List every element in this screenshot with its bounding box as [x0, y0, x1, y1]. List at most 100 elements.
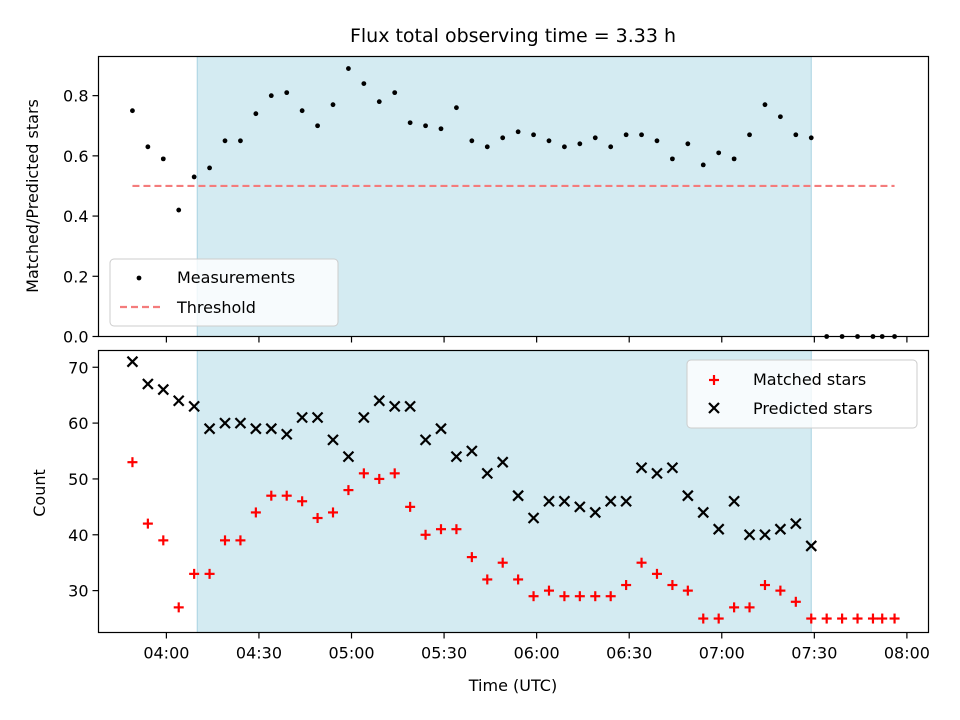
predicted-stars-point: [358, 411, 370, 424]
measurement-point: [222, 138, 228, 144]
predicted-stars-point: [774, 523, 787, 535]
measurement-point: [160, 156, 166, 162]
matched-stars-point: [713, 613, 724, 624]
bottom-x-tick-label: 06:00: [514, 644, 560, 663]
measurement-point: [608, 144, 614, 150]
matched-stars-point: [621, 580, 632, 591]
measurement-point: [484, 144, 490, 150]
predicted-stars-point: [574, 501, 586, 513]
top-y-tick-label: 0.6: [63, 147, 88, 166]
matched-stars-point: [435, 524, 446, 535]
predicted-stars-point: [280, 428, 293, 441]
bottom-y-tick-label: 40: [68, 526, 88, 545]
matched-stars-point: [405, 501, 416, 512]
bottom-panel: 30 40 50 60 70 04:00 04:30 05:00 05:30 06:00 06:3…: [30, 349, 930, 695]
matched-stars-point: [358, 468, 369, 479]
measurement-point: [423, 123, 428, 129]
top-y-tick-label: 0.4: [63, 207, 88, 226]
measurement-point: [268, 93, 274, 99]
predicted-stars-point: [496, 456, 509, 468]
measurement-point: [238, 138, 243, 144]
bottom-x-tick-label: 07:30: [791, 644, 837, 663]
measurement-point: [623, 132, 629, 138]
matched-stars-point: [343, 485, 354, 496]
measurement-point: [145, 144, 151, 150]
predicted-stars-point: [697, 506, 710, 519]
bottom-legend-box: [686, 359, 918, 429]
top-y-tick-label: 0.0: [63, 328, 88, 347]
measurement-point: [716, 150, 722, 156]
predicted-stars-point: [435, 422, 447, 435]
matched-stars-point: [682, 585, 693, 596]
predicted-stars-point: [373, 394, 386, 407]
legend-threshold-label: Threshold: [176, 298, 256, 317]
predicted-stars-point: [234, 417, 247, 429]
predicted-stars-point: [712, 523, 725, 535]
bottom-x-tick-label: 06:30: [606, 644, 652, 663]
measurement-point: [392, 90, 398, 96]
legend-matched-stars-label: Matched stars: [753, 370, 866, 389]
predicted-stars-point: [589, 506, 602, 519]
matched-stars-point: [806, 613, 817, 624]
measurement-point: [454, 105, 459, 111]
matched-stars-point: [636, 557, 647, 568]
predicted-stars-point: [311, 411, 324, 424]
predicted-stars-point: [558, 495, 571, 508]
measurement-point: [299, 108, 305, 114]
matched-stars-point: [374, 473, 385, 484]
top-y-axis-label: Matched/Predicted stars: [23, 99, 42, 293]
matched-stars-point: [651, 568, 662, 579]
measurement-point: [592, 135, 598, 141]
measurement-point: [207, 165, 212, 171]
bottom-x-tick-label: 07:00: [699, 644, 745, 663]
measurement-point: [531, 132, 536, 138]
predicted-stars-point: [327, 434, 339, 446]
predicted-stars-point: [188, 400, 200, 413]
matched-stars-point: [173, 602, 184, 613]
matched-stars-point: [281, 490, 292, 501]
measurement-point: [253, 111, 259, 117]
top-legend-box: [109, 258, 339, 327]
predicted-stars-point: [466, 445, 478, 457]
bottom-legend: Matched stars Predicted stars: [686, 359, 918, 429]
predicted-stars-point: [342, 450, 355, 463]
measurement-point: [546, 138, 552, 144]
matched-stars-point: [266, 490, 277, 501]
bottom-x-tick-label: 08:00: [884, 644, 930, 663]
matched-stars-point: [729, 602, 740, 613]
matched-stars-point: [204, 568, 215, 579]
bottom-x-tick-label: 05:30: [421, 644, 467, 663]
bottom-y-tick-label: 60: [68, 414, 88, 433]
predicted-stars-point: [172, 394, 185, 407]
matched-stars-point: [528, 591, 539, 602]
matched-stars-point: [482, 574, 493, 585]
measurement-point: [330, 102, 336, 108]
predicted-stars-point: [250, 422, 262, 435]
matched-stars-point: [297, 496, 308, 507]
measurement-point: [639, 132, 644, 138]
measurement-point: [515, 129, 521, 135]
predicted-stars-point: [512, 489, 524, 502]
predicted-stars-point: [527, 512, 540, 524]
legend-predicted-stars-marker: [708, 402, 720, 414]
measurement-point: [793, 132, 799, 138]
matched-stars-point: [451, 524, 462, 535]
predicted-stars-point: [203, 422, 216, 435]
predicted-stars-point: [142, 378, 154, 390]
measurement-point: [315, 123, 320, 129]
matched-stars-point: [142, 518, 153, 529]
bottom-y-tick-label: 30: [68, 582, 88, 601]
measurement-point: [346, 66, 351, 71]
measurement-point: [438, 126, 444, 132]
predicted-stars-point: [219, 417, 231, 429]
bottom-y-axis-label: Count: [30, 469, 49, 517]
matched-stars-point: [744, 602, 755, 613]
matched-stars-point: [667, 580, 678, 591]
matched-stars-point: [559, 591, 570, 602]
legend-predicted-stars-label: Predicted stars: [753, 399, 873, 418]
matched-stars-point: [158, 535, 169, 546]
predicted-stars-point: [682, 489, 694, 502]
matched-stars-point: [250, 507, 261, 518]
matched-stars-point: [852, 613, 863, 624]
